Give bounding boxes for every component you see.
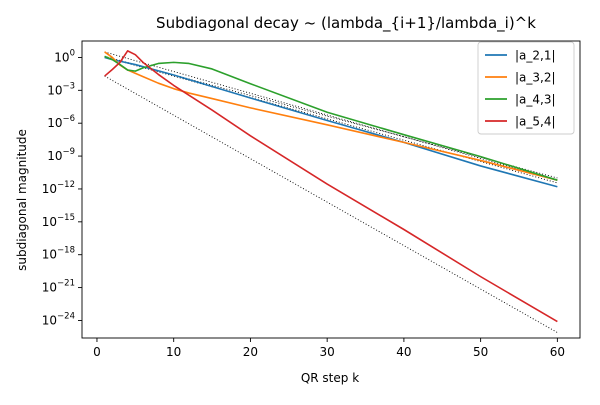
y-tick-label: 10−6 — [47, 114, 75, 130]
reference-line-2 — [104, 51, 558, 181]
x-tick-label: 30 — [320, 345, 335, 359]
y-tick-label: 10−24 — [42, 311, 75, 327]
y-tick-label: 10−15 — [42, 213, 75, 229]
x-tick-label: 20 — [243, 345, 258, 359]
y-axis-label: subdiagonal magnitude — [15, 129, 29, 271]
legend-label-4: |a_5,4| — [515, 115, 556, 129]
series-line-4 — [104, 50, 558, 323]
legend-label-3: |a_4,3| — [515, 93, 556, 107]
y-tick-label: 10−3 — [47, 81, 75, 97]
legend-label-1: |a_2,1| — [515, 49, 556, 63]
chart-title: Subdiagonal decay ~ (lambda_{i+1}/lambda… — [156, 14, 536, 33]
legend: |a_2,1| |a_3,2| |a_4,3| |a_5,4| — [477, 41, 575, 135]
y-tick-label: 10−12 — [42, 180, 75, 196]
x-tick-label: 50 — [473, 345, 488, 359]
x-tick-label: 40 — [396, 345, 411, 359]
legend-box — [477, 41, 575, 135]
x-axis-label: QR step k — [301, 371, 359, 385]
y-tick-label: 10−9 — [47, 147, 75, 163]
x-tick-label: 0 — [93, 345, 101, 359]
legend-label-2: |a_3,2| — [515, 71, 556, 85]
reference-line-1 — [104, 56, 558, 184]
series-line-3 — [104, 55, 558, 181]
y-tick-label: 10−21 — [42, 279, 75, 295]
plot-frame — [81, 40, 581, 339]
plot-area — [104, 50, 558, 333]
axes: 0 10 20 30 40 50 60 100 10−3 10−6 10−9 10−12 10−15 10… — [42, 40, 581, 359]
x-tick-label: 10 — [166, 345, 181, 359]
y-tick-label: 10−18 — [42, 246, 75, 262]
x-tick-label: 60 — [550, 345, 565, 359]
y-tick-label: 100 — [54, 48, 75, 64]
